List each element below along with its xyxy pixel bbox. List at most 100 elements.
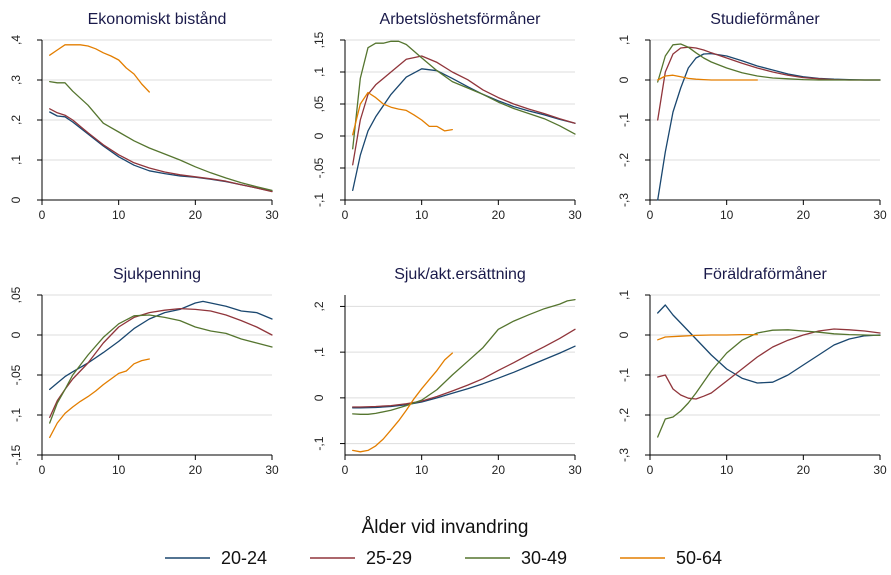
x-tick-label: 10 <box>415 208 429 222</box>
legend-title: Ålder vid invandring <box>362 517 529 538</box>
series-line-25-29 <box>49 307 273 419</box>
series-line-30-49 <box>657 43 881 83</box>
series-line-25-29 <box>657 328 881 400</box>
x-tick-label: 0 <box>647 463 654 477</box>
series-line-20-24 <box>49 111 273 192</box>
x-tick-label: 20 <box>797 463 811 477</box>
x-tick-label: 30 <box>873 208 887 222</box>
x-tick-label: 0 <box>647 208 654 222</box>
series-line-30-49 <box>352 298 576 415</box>
y-tick-label: ,2 <box>9 115 23 125</box>
series-line-50-64 <box>352 352 453 453</box>
legend: Ålder vid invandring 20-24 25-29 30-49 50-6… <box>165 517 722 568</box>
series-line-50-64 <box>49 44 150 93</box>
y-tick-label: -,1 <box>617 113 631 127</box>
y-tick-label: -,05 <box>312 157 326 178</box>
legend-item: 25-29 <box>310 548 412 568</box>
y-tick-label: 0 <box>312 394 326 401</box>
y-tick-label: ,4 <box>9 35 23 45</box>
x-tick-label: 20 <box>492 208 506 222</box>
x-tick-label: 10 <box>720 463 734 477</box>
x-tick-label: 0 <box>342 463 349 477</box>
x-tick-label: 0 <box>39 463 46 477</box>
legend-item: 30-49 <box>465 548 567 568</box>
series-line-25-29 <box>49 108 273 193</box>
y-tick-label: -,1 <box>9 408 23 422</box>
y-tick-label: ,3 <box>9 75 23 85</box>
y-tick-label: -,3 <box>617 193 631 207</box>
y-tick-label: ,2 <box>312 301 326 311</box>
x-tick-label: 20 <box>492 463 506 477</box>
series-line-30-49 <box>657 329 881 438</box>
y-tick-label: ,1 <box>9 155 23 165</box>
panel-title: Arbetslöshetsförmåner <box>380 10 542 28</box>
y-tick-label: -,2 <box>617 408 631 422</box>
legend-items: 20-24 25-29 30-49 50-64 <box>165 548 722 568</box>
series-line-20-24 <box>657 304 881 384</box>
x-tick-label: 10 <box>720 208 734 222</box>
y-tick-label: 0 <box>9 331 23 338</box>
y-tick-label: ,1 <box>312 347 326 357</box>
panel-title: Sjuk/akt.ersättning <box>394 266 526 283</box>
x-tick-label: 20 <box>189 463 203 477</box>
y-tick-label: -,1 <box>617 368 631 382</box>
y-tick-label: 0 <box>617 331 631 338</box>
x-tick-label: 20 <box>797 208 811 222</box>
panel-title: Föräldraförmåner <box>703 265 827 283</box>
y-tick-label: -,1 <box>312 193 326 207</box>
series-line-20-24 <box>657 52 881 201</box>
legend-label: 30-49 <box>521 548 567 568</box>
chart-panel: Arbetslöshetsförmåner -,1 -,05 0 ,05 ,1 ,15 0 10… <box>312 10 582 222</box>
series-line-50-64 <box>657 74 758 81</box>
y-tick-label: -,2 <box>617 153 631 167</box>
y-tick-label: -,1 <box>312 436 326 450</box>
chart-panel: Sjuk/akt.ersättning -,1 0 ,1 ,2 0 10 20 30 <box>312 266 582 477</box>
legend-item: 20-24 <box>165 548 267 568</box>
x-tick-label: 30 <box>265 208 279 222</box>
panel-title: Studieförmåner <box>710 10 820 28</box>
series-line-25-29 <box>352 55 576 166</box>
series-line-50-64 <box>657 333 758 341</box>
legend-label: 25-29 <box>366 548 412 568</box>
chart-panel: Ekonomiskt bistånd 0 ,1 ,2 ,3 ,4 0 10 20 30 <box>9 10 279 222</box>
x-tick-label: 10 <box>112 463 126 477</box>
y-tick-label: 0 <box>312 132 326 139</box>
series-line-20-24 <box>352 345 576 409</box>
legend-label: 20-24 <box>221 548 267 568</box>
x-tick-label: 30 <box>873 463 887 477</box>
series-line-50-64 <box>49 358 150 439</box>
x-tick-label: 20 <box>189 208 203 222</box>
series-line-20-24 <box>49 300 273 391</box>
x-tick-label: 30 <box>568 463 582 477</box>
x-tick-label: 30 <box>265 463 279 477</box>
y-tick-label: ,1 <box>617 290 631 300</box>
y-tick-label: ,15 <box>312 31 326 48</box>
series-line-25-29 <box>352 328 576 408</box>
panel-title: Sjukpenning <box>113 266 201 283</box>
chart-panel: Studieförmåner -,3 -,2 -,1 0 ,1 0 10 20 30 <box>617 10 887 222</box>
chart-panel: Sjukpenning -,15 -,1 -,05 0 ,05 0 10 20 30 <box>9 266 279 477</box>
series-line-30-49 <box>352 40 576 150</box>
chart-panel: Föräldraförmåner -,3 -,2 -,1 0 ,1 0 10 20 30 <box>617 265 887 477</box>
x-tick-label: 0 <box>39 208 46 222</box>
y-tick-label: -,15 <box>9 444 23 465</box>
y-tick-label: 0 <box>617 76 631 83</box>
y-tick-label: ,1 <box>617 35 631 45</box>
legend-label: 50-64 <box>676 548 722 568</box>
x-tick-label: 10 <box>415 463 429 477</box>
panel-title: Ekonomiskt bistånd <box>88 10 227 28</box>
y-tick-label: ,05 <box>312 95 326 112</box>
x-tick-label: 10 <box>112 208 126 222</box>
y-tick-label: ,1 <box>312 67 326 77</box>
series-line-25-29 <box>657 46 881 121</box>
y-tick-label: 0 <box>9 196 23 203</box>
y-tick-label: ,05 <box>9 286 23 303</box>
x-tick-label: 0 <box>342 208 349 222</box>
legend-item: 50-64 <box>620 548 722 568</box>
y-tick-label: -,3 <box>617 448 631 462</box>
x-tick-label: 30 <box>568 208 582 222</box>
series-line-30-49 <box>49 314 273 424</box>
series-line-20-24 <box>352 68 576 192</box>
